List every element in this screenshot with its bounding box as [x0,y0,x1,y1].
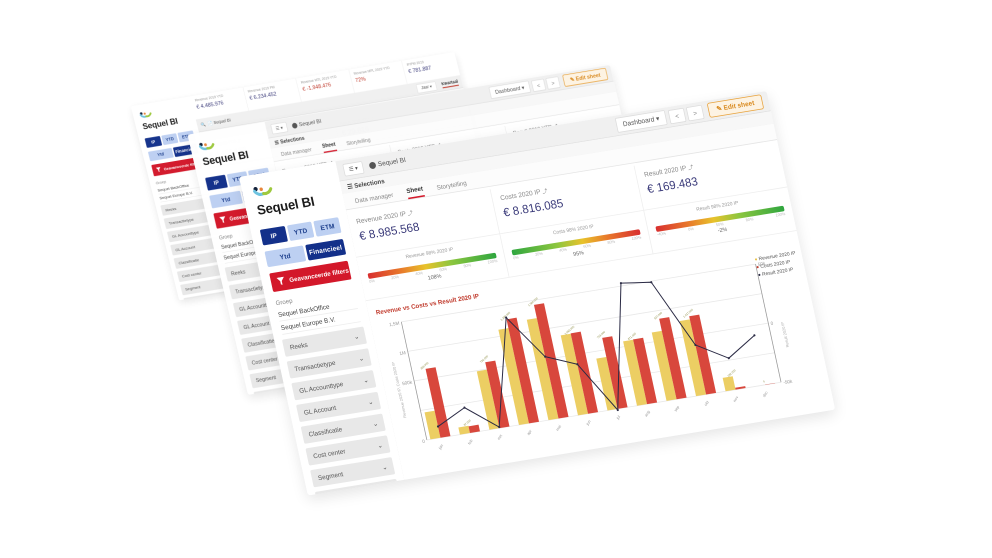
svg-text:jun: jun [584,419,591,427]
svg-text:feb: feb [467,438,474,445]
svg-text:dec: dec [761,390,769,398]
svg-text:97.000: 97.000 [463,418,472,427]
svg-text:-50k: -50k [783,379,793,386]
svg-text:Result 2020 IP: Result 2020 IP [780,321,790,348]
svg-text:nov: nov [732,395,740,403]
svg-text:Revenue 2020 IP, Costs 2020 IP: Revenue 2020 IP, Costs 2020 IP [390,361,407,418]
svg-text:mrt: mrt [496,433,504,441]
svg-text:0: 0 [770,321,774,326]
svg-text:0: 0 [422,439,426,444]
svg-text:aug: aug [643,409,651,417]
svg-text:1M: 1M [399,350,406,356]
svg-text:1,5M: 1,5M [389,321,400,328]
svg-text:jan: jan [437,443,444,451]
svg-text:50k: 50k [757,261,766,267]
svg-text:sep: sep [673,404,681,412]
svg-text:0: 0 [762,379,766,383]
svg-text:jul: jul [614,414,621,421]
svg-text:mei: mei [555,424,563,432]
svg-text:okt: okt [703,399,710,407]
svg-text:500k: 500k [402,380,413,387]
svg-text:apr: apr [526,428,534,436]
